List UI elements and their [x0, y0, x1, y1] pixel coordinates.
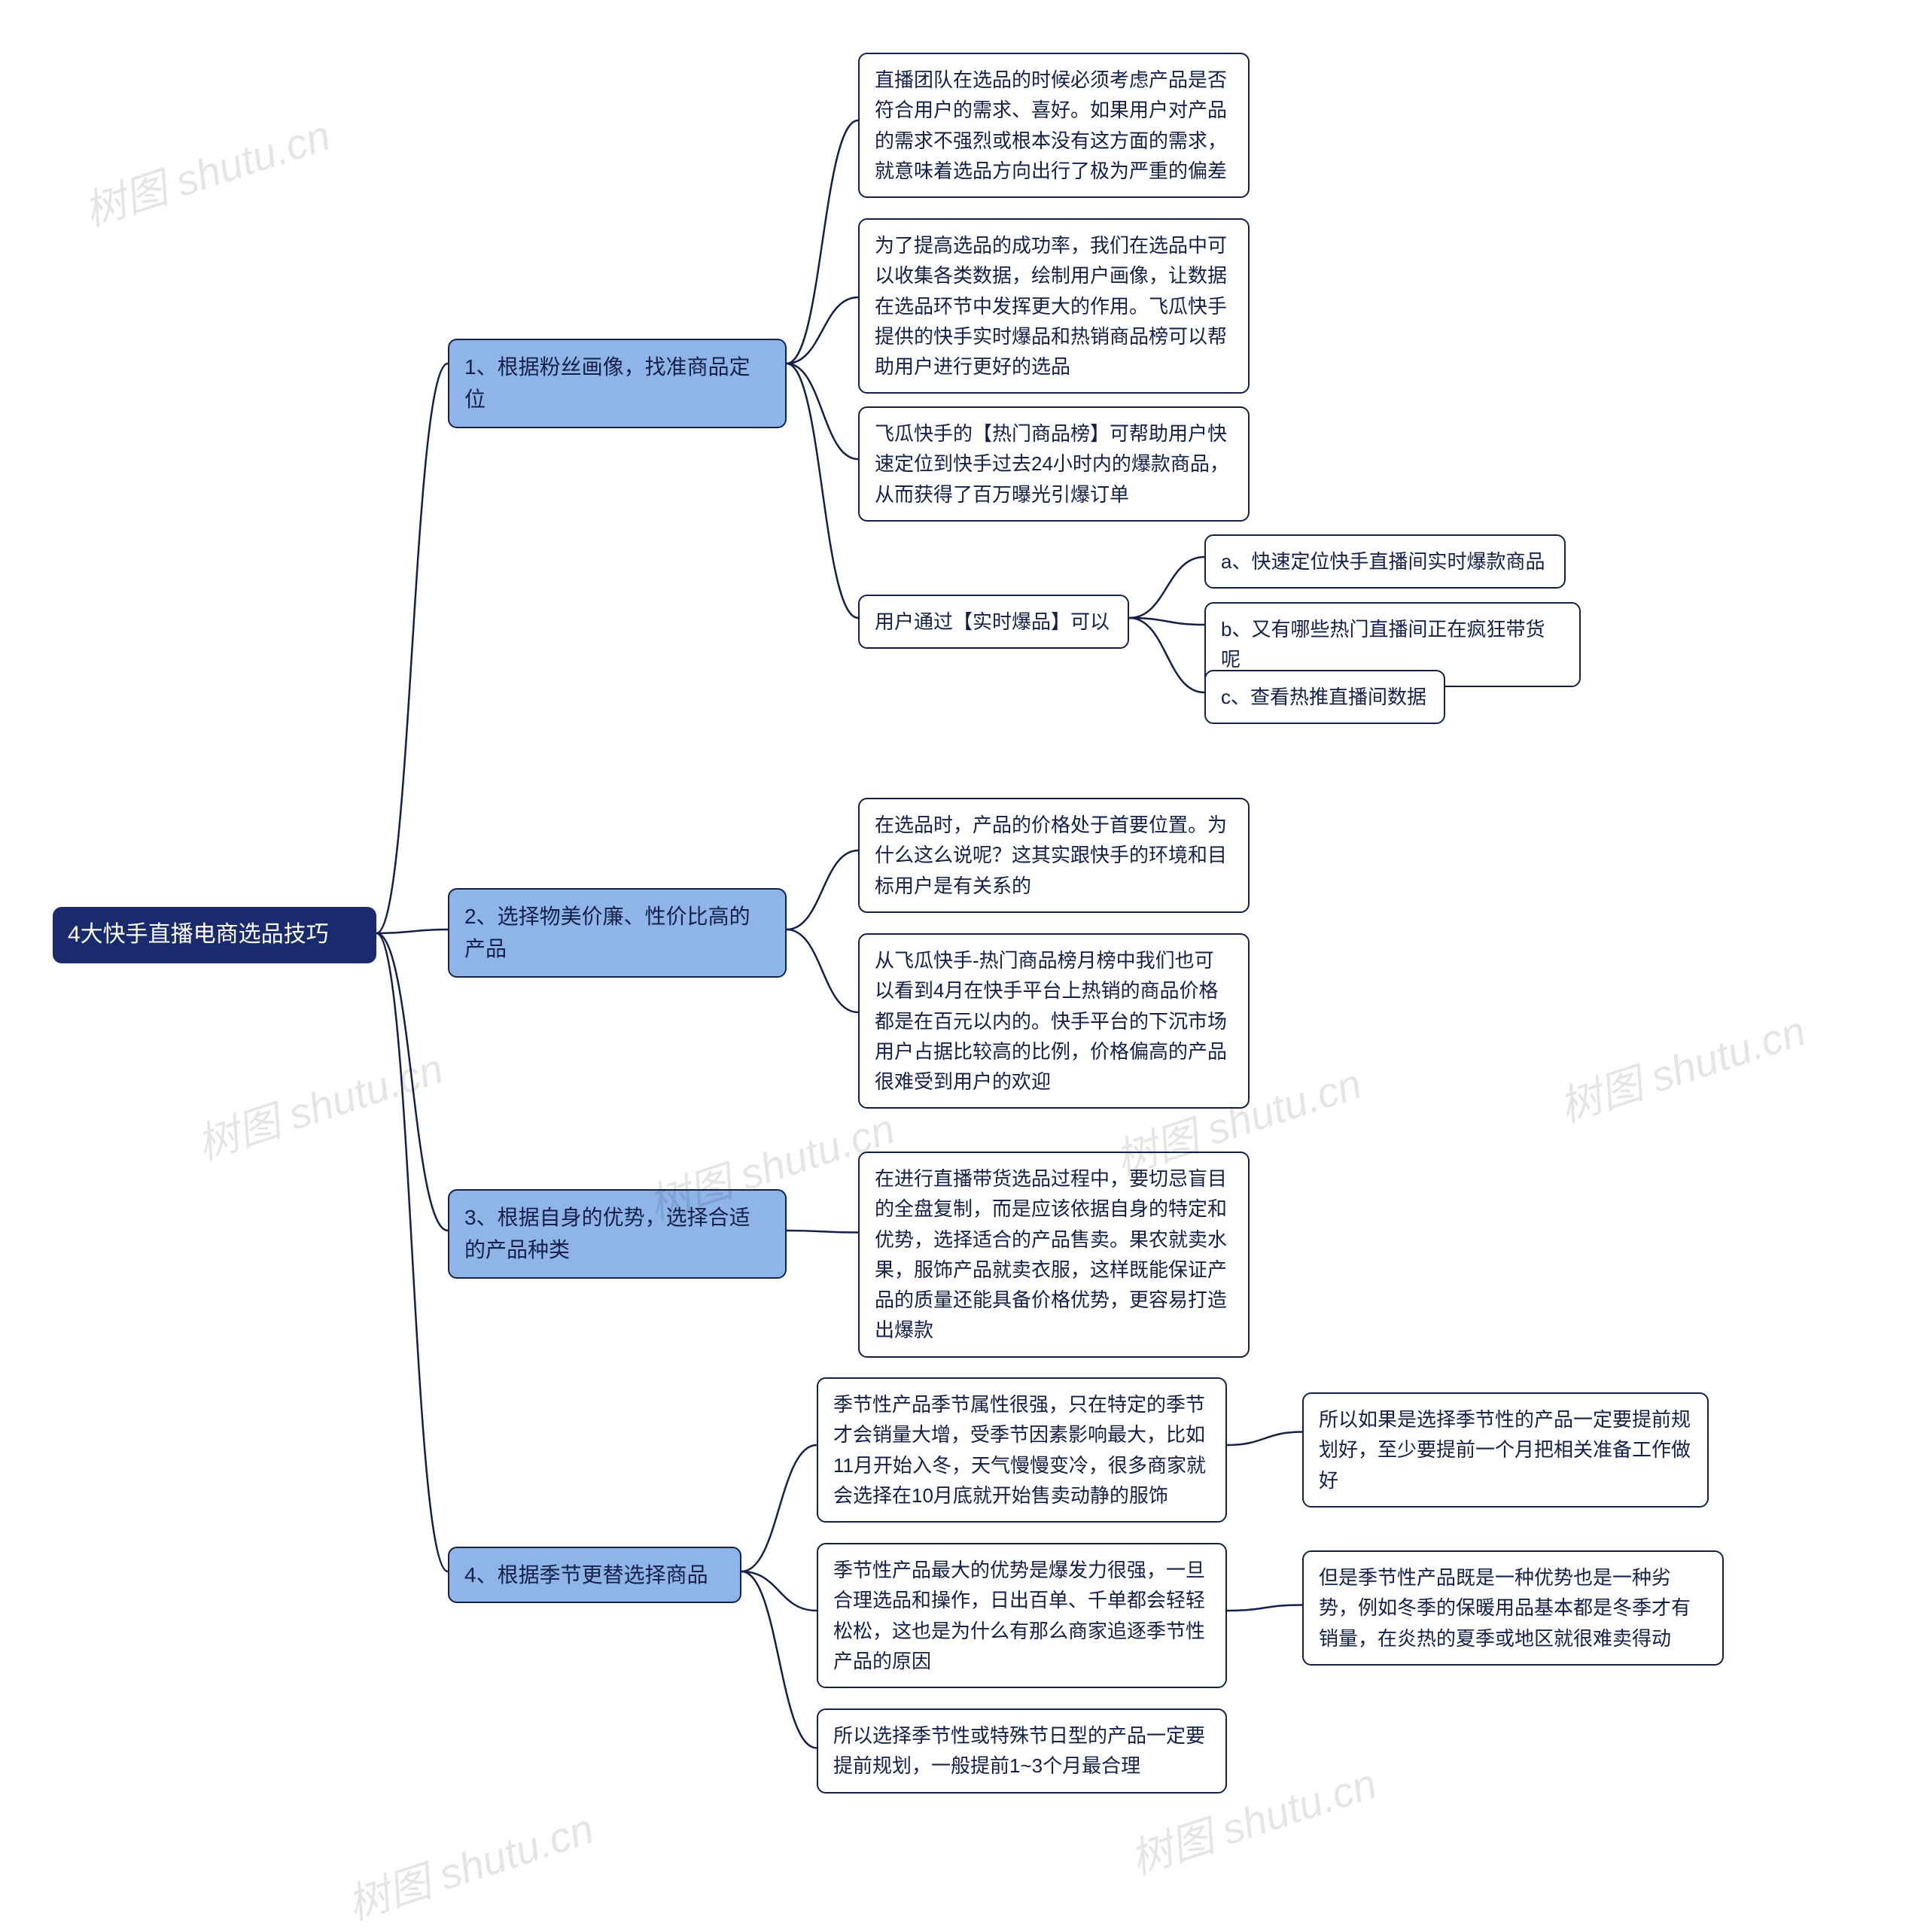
node-text: 飞瓜快手的【热门商品榜】可帮助用户快速定位到快手过去24小时内的爆款商品，从而获… [875, 418, 1233, 510]
node-text: b、又有哪些热门直播间正在疯狂带货呢 [1221, 614, 1564, 675]
watermark: 树图 shutu.cn [188, 1035, 450, 1172]
leaf-node: 用户通过【实时爆品】可以 [858, 595, 1129, 649]
node-text: 季节性产品季节属性很强，只在特定的季节才会销量大增，受季节因素影响最大，比如11… [833, 1389, 1210, 1511]
leaf-node: 为了提高选品的成功率，我们在选品中可以收集各类数据，绘制用户画像，让数据在选品环… [858, 218, 1250, 394]
leaf-node: 在选品时，产品的价格处于首要位置。为什么这么说呢？这其实跟快手的环境和目标用户是… [858, 798, 1250, 913]
node-text: 所以如果是选择季节性的产品一定要提前规划好，至少要提前一个月把相关准备工作做好 [1319, 1404, 1692, 1495]
root-label: 4大快手直播电商选品技巧 [68, 917, 329, 953]
leaf-node: 在进行直播带货选品过程中，要切忌盲目的全盘复制，而是应该依据自身的特定和优势，选… [858, 1152, 1250, 1358]
node-text: 4、根据季节更替选择商品 [464, 1559, 708, 1591]
node-text: 在进行直播带货选品过程中，要切忌盲目的全盘复制，而是应该依据自身的特定和优势，选… [875, 1164, 1233, 1346]
watermark: 树图 shutu.cn [339, 1795, 601, 1932]
node-text: 所以选择季节性或特殊节日型的产品一定要提前规划，一般提前1~3个月最合理 [833, 1721, 1210, 1781]
node-text: 从飞瓜快手-热门商品榜月榜中我们也可以看到4月在快手平台上热销的商品价格都是在百… [875, 945, 1233, 1097]
node-text: 季节性产品最大的优势是爆发力很强，一旦合理选品和操作，日出百单、千单都会轻轻松松… [833, 1555, 1210, 1676]
node-text: 但是季节性产品既是一种优势也是一种劣势，例如冬季的保暖用品基本都是冬季才有销量，… [1319, 1562, 1707, 1654]
node-text: c、查看热推直播间数据 [1221, 682, 1426, 712]
watermark: 树图 shutu.cn [75, 102, 337, 239]
leaf-node: 所以选择季节性或特殊节日型的产品一定要提前规划，一般提前1~3个月最合理 [817, 1708, 1227, 1794]
leaf-node: 从飞瓜快手-热门商品榜月榜中我们也可以看到4月在快手平台上热销的商品价格都是在百… [858, 933, 1250, 1109]
leaf-node: 季节性产品季节属性很强，只在特定的季节才会销量大增，受季节因素影响最大，比如11… [817, 1377, 1227, 1523]
branch-node: 1、根据粉丝画像，找准商品定位 [448, 339, 787, 428]
root-node: 4大快手直播电商选品技巧 [53, 907, 376, 963]
leaf-node: 但是季节性产品既是一种优势也是一种劣势，例如冬季的保暖用品基本都是冬季才有销量，… [1302, 1550, 1724, 1666]
leaf-node: 所以如果是选择季节性的产品一定要提前规划好，至少要提前一个月把相关准备工作做好 [1302, 1392, 1709, 1508]
leaf-node: a、快速定位快手直播间实时爆款商品 [1204, 534, 1566, 589]
leaf-node: 季节性产品最大的优势是爆发力很强，一旦合理选品和操作，日出百单、千单都会轻轻松松… [817, 1543, 1227, 1688]
node-text: 用户通过【实时爆品】可以 [875, 607, 1110, 637]
node-text: 2、选择物美价廉、性价比高的产品 [464, 900, 770, 966]
node-text: 直播团队在选品的时候必须考虑产品是否符合用户的需求、喜好。如果用户对产品的需求不… [875, 65, 1233, 186]
leaf-node: 直播团队在选品的时候必须考虑产品是否符合用户的需求、喜好。如果用户对产品的需求不… [858, 53, 1250, 198]
node-text: 1、根据粉丝画像，找准商品定位 [464, 351, 770, 416]
branch-node: 2、选择物美价廉、性价比高的产品 [448, 888, 787, 978]
node-text: 3、根据自身的优势，选择合适的产品种类 [464, 1201, 770, 1267]
branch-node: 4、根据季节更替选择商品 [448, 1547, 741, 1603]
branch-node: 3、根据自身的优势，选择合适的产品种类 [448, 1189, 787, 1279]
node-text: 为了提高选品的成功率，我们在选品中可以收集各类数据，绘制用户画像，让数据在选品环… [875, 230, 1233, 382]
node-text: 在选品时，产品的价格处于首要位置。为什么这么说呢？这其实跟快手的环境和目标用户是… [875, 810, 1233, 901]
leaf-node: 飞瓜快手的【热门商品榜】可帮助用户快速定位到快手过去24小时内的爆款商品，从而获… [858, 406, 1250, 522]
watermark: 树图 shutu.cn [1551, 997, 1813, 1134]
node-text: a、快速定位快手直播间实时爆款商品 [1221, 546, 1545, 577]
leaf-node: c、查看热推直播间数据 [1204, 670, 1445, 724]
